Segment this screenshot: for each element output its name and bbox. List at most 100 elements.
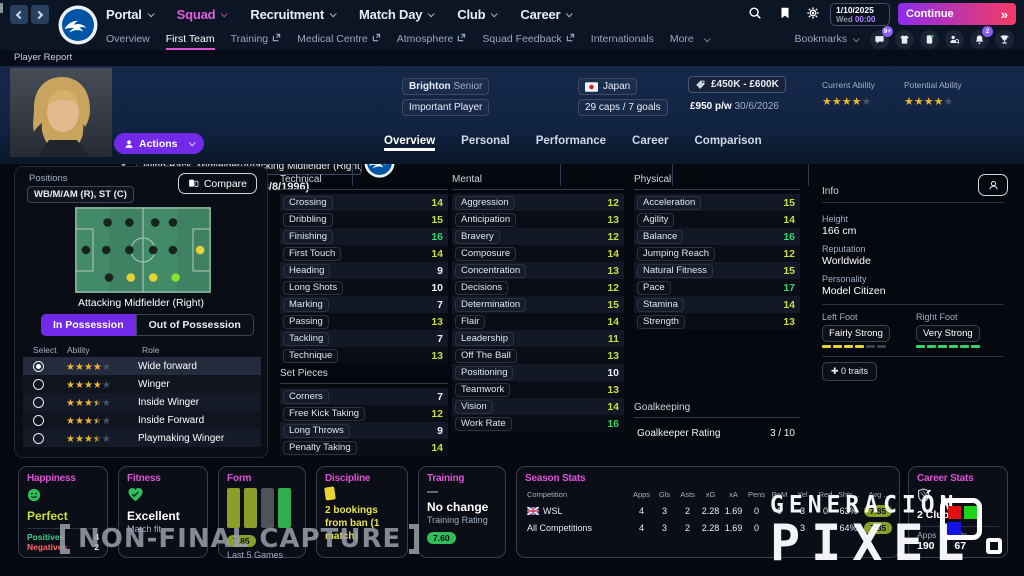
attribute-row-composure[interactable]: Composure 14 — [452, 245, 624, 262]
attribute-row-technique[interactable]: Technique 13 — [280, 347, 448, 364]
out-of-possession-toggle[interactable]: Out of Possession — [135, 314, 254, 336]
attribute-row-agility[interactable]: Agility 14 — [634, 211, 800, 228]
attribute-row-marking[interactable]: Marking 7 — [280, 296, 448, 313]
role-row[interactable]: ★★★★★ Wide forward — [23, 357, 261, 375]
attribute-row-crossing[interactable]: Crossing 14 — [280, 194, 448, 211]
tab-comparison[interactable]: Comparison — [694, 135, 762, 147]
scout-icon[interactable] — [945, 29, 964, 49]
role-row[interactable]: ★★★★★★Inside Forward — [23, 411, 261, 429]
attribute-row-free-kick-taking[interactable]: Free Kick Taking 12 — [280, 405, 448, 422]
attribute-row-positioning[interactable]: Positioning 10 — [452, 364, 624, 381]
nation-chip[interactable]: Japan — [578, 78, 638, 95]
subnav-internationals[interactable]: Internationals — [591, 28, 654, 50]
caps-chip[interactable]: 29 caps / 7 goals — [578, 99, 668, 116]
back-button[interactable] — [10, 5, 28, 24]
game-date[interactable]: 1/10/2025 Wed 00:00 — [830, 3, 890, 26]
attribute-row-leadership[interactable]: Leadership 11 — [452, 330, 624, 347]
nav-squad[interactable]: Squad — [177, 7, 229, 22]
in-possession-toggle[interactable]: In Possession — [41, 314, 136, 336]
role-row[interactable]: ★★★★★★Playmaking Winger — [23, 429, 261, 447]
role-row[interactable]: ★★★★★ Winger — [23, 375, 261, 393]
tab-performance[interactable]: Performance — [535, 135, 607, 147]
attribute-row-passing[interactable]: Passing 13 — [280, 313, 448, 330]
bookmark-icon[interactable] — [778, 6, 796, 22]
attribute-row-natural-fitness[interactable]: Natural Fitness 15 — [634, 262, 800, 279]
tab-personal[interactable]: Personal — [461, 135, 510, 147]
subnav-first-team[interactable]: First Team — [165, 28, 215, 50]
attribute-row-dribbling[interactable]: Dribbling 15 — [280, 211, 448, 228]
forward-button[interactable] — [31, 5, 49, 24]
form-card[interactable]: Form 7.85 Last 5 Games — [218, 466, 306, 560]
happiness-card[interactable]: Happiness Perfect Positives 4 Negatives 2 — [18, 466, 108, 558]
role-radio-button[interactable] — [33, 360, 44, 372]
nav-match-day[interactable]: Match Day — [359, 7, 436, 22]
settings-icon[interactable] — [806, 6, 824, 22]
season-stats-card[interactable]: Season Stats Competition Apps Gls Asts xG xA P… — [516, 466, 900, 558]
attribute-row-vision[interactable]: Vision 14 — [452, 398, 624, 415]
subnav-atmosphere[interactable]: Atmosphere — [397, 28, 467, 50]
attribute-row-pace[interactable]: Pace 17 — [634, 279, 800, 296]
card-icon[interactable] — [920, 29, 939, 49]
subnav-medical-centre[interactable]: Medical Centre — [297, 28, 381, 50]
attribute-row-bravery[interactable]: Bravery 12 — [452, 228, 624, 245]
search-icon[interactable] — [748, 6, 766, 22]
career-stats-card[interactable]: Career Stats 2 Clubs Apps 190 Gls 67 — [908, 466, 1008, 558]
attribute-row-heading[interactable]: Heading 9 — [280, 262, 448, 279]
stats-row[interactable]: WSL 4 3 2 2.28 1.69 0 0 3 0 63% 7.85 — [525, 502, 893, 519]
attribute-row-concentration[interactable]: Concentration 13 — [452, 262, 624, 279]
club-chip[interactable]: Brighton Senior — [402, 78, 490, 95]
attribute-row-tackling[interactable]: Tackling 7 — [280, 330, 448, 347]
training-card[interactable]: Training — No change Training Rating 7.6… — [418, 466, 506, 558]
attribute-row-corners[interactable]: Corners 7 — [280, 388, 448, 405]
nav-recruitment[interactable]: Recruitment — [250, 7, 337, 22]
club-logo[interactable] — [58, 5, 98, 45]
attribute-row-long-throws[interactable]: Long Throws 9 — [280, 422, 448, 439]
stats-row[interactable]: All Competitions 4 3 2 2.28 1.69 0 0 3 0 64% 7.85 — [525, 519, 893, 536]
chat-icon[interactable]: 9+ — [870, 25, 893, 49]
subnav-squad-feedback[interactable]: Squad Feedback — [482, 28, 574, 50]
attribute-row-teamwork[interactable]: Teamwork 13 — [452, 381, 624, 398]
attribute-row-balance[interactable]: Balance 16 — [634, 228, 800, 245]
tab-career[interactable]: Career — [632, 135, 669, 147]
notifications-icon[interactable]: 2 — [970, 25, 993, 49]
fitness-card[interactable]: Fitness Excellent Match fit — [118, 466, 208, 558]
subnav-training[interactable]: Training — [231, 28, 282, 50]
tab-overview[interactable]: Overview — [384, 135, 436, 151]
role-row[interactable]: ★★★★★★Inside Winger — [23, 393, 261, 411]
attribute-row-long-shots[interactable]: Long Shots 10 — [280, 279, 448, 296]
attribute-row-work-rate[interactable]: Work Rate 16 — [452, 415, 624, 432]
subnav-more[interactable]: More — [670, 28, 711, 50]
role-radio-button[interactable] — [33, 396, 44, 408]
attribute-row-first-touch[interactable]: First Touch 14 — [280, 245, 448, 262]
role-radio-button[interactable] — [33, 378, 44, 390]
attribute-row-stamina[interactable]: Stamina 14 — [634, 296, 800, 313]
attribute-row-penalty-taking[interactable]: Penalty Taking 14 — [280, 439, 448, 456]
squad-status-chip[interactable]: Important Player — [402, 99, 490, 116]
compare-button[interactable]: Compare — [177, 173, 257, 194]
attribute-row-jumping-reach[interactable]: Jumping Reach 12 — [634, 245, 800, 262]
role-radio-button[interactable] — [33, 432, 44, 444]
nav-career[interactable]: Career — [520, 7, 574, 22]
shirt-icon[interactable] — [895, 29, 914, 49]
role-radio-button[interactable] — [33, 414, 44, 426]
attribute-row-acceleration[interactable]: Acceleration 15 — [634, 194, 800, 211]
attribute-row-decisions[interactable]: Decisions 12 — [452, 279, 624, 296]
attribute-row-finishing[interactable]: Finishing 16 — [280, 228, 448, 245]
attribute-row-determination[interactable]: Determination 15 — [452, 296, 624, 313]
discipline-card[interactable]: Discipline 2 bookings from ban (1 match) — [316, 466, 408, 558]
nav-club[interactable]: Club — [457, 7, 499, 22]
trophy-icon[interactable] — [995, 29, 1014, 49]
attribute-row-flair[interactable]: Flair 14 — [452, 313, 624, 330]
nav-portal[interactable]: Portal — [106, 7, 155, 22]
attribute-row-off-the-ball[interactable]: Off The Ball 13 — [452, 347, 624, 364]
actions-button[interactable]: Actions — [114, 133, 204, 154]
transfer-value-chip[interactable]: £450K - £600K — [688, 76, 786, 93]
attribute-row-anticipation[interactable]: Anticipation 13 — [452, 211, 624, 228]
continue-button[interactable]: Continue » — [898, 3, 1016, 25]
traits-button[interactable]: ✚ 0 traits — [822, 362, 878, 381]
attribute-row-strength[interactable]: Strength 13 — [634, 313, 800, 330]
attribute-row-aggression[interactable]: Aggression 12 — [452, 194, 624, 211]
subnav-overview[interactable]: Overview — [106, 28, 150, 50]
player-card-button[interactable] — [978, 174, 1008, 196]
bookmarks-dropdown[interactable]: Bookmarks — [794, 33, 860, 45]
